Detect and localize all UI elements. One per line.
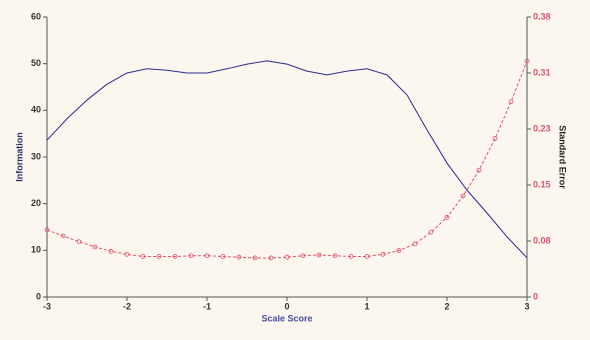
y-tick-label: 50 — [31, 58, 41, 68]
y-tick-label: 0 — [36, 291, 41, 301]
x-tick-label: -2 — [123, 301, 131, 311]
y2-tick-label: 0.31 — [533, 67, 551, 77]
x-tick-label: 0 — [284, 301, 289, 311]
x-tick-label: -3 — [43, 301, 51, 311]
chart: Scale Score Information Standard Error 0… — [0, 0, 590, 340]
x-tick-label: 1 — [364, 301, 369, 311]
y2-tick-label: 0.23 — [533, 123, 551, 133]
y2-axis-label: Standard Error — [558, 125, 568, 189]
y-tick-label: 30 — [31, 151, 41, 161]
series-point — [509, 100, 513, 104]
series-point — [429, 230, 433, 234]
series-line — [47, 61, 527, 258]
series-point — [493, 137, 497, 141]
y2-tick-label: 0.38 — [533, 11, 551, 21]
y2-tick-label: 0.15 — [533, 179, 551, 189]
y2-tick-label: 0.08 — [533, 235, 551, 245]
series-line — [47, 61, 527, 258]
y-tick-label: 10 — [31, 245, 41, 255]
x-tick-label: 3 — [524, 301, 529, 311]
series-point — [413, 242, 417, 246]
x-tick-label: 2 — [444, 301, 449, 311]
y-axis-label: Information — [14, 132, 24, 182]
y2-tick-label: 0 — [533, 291, 538, 301]
y-tick-label: 60 — [31, 11, 41, 21]
x-axis-label: Scale Score — [261, 313, 312, 323]
y-tick-label: 20 — [31, 198, 41, 208]
x-tick-label: -1 — [203, 301, 211, 311]
y-tick-label: 40 — [31, 105, 41, 115]
